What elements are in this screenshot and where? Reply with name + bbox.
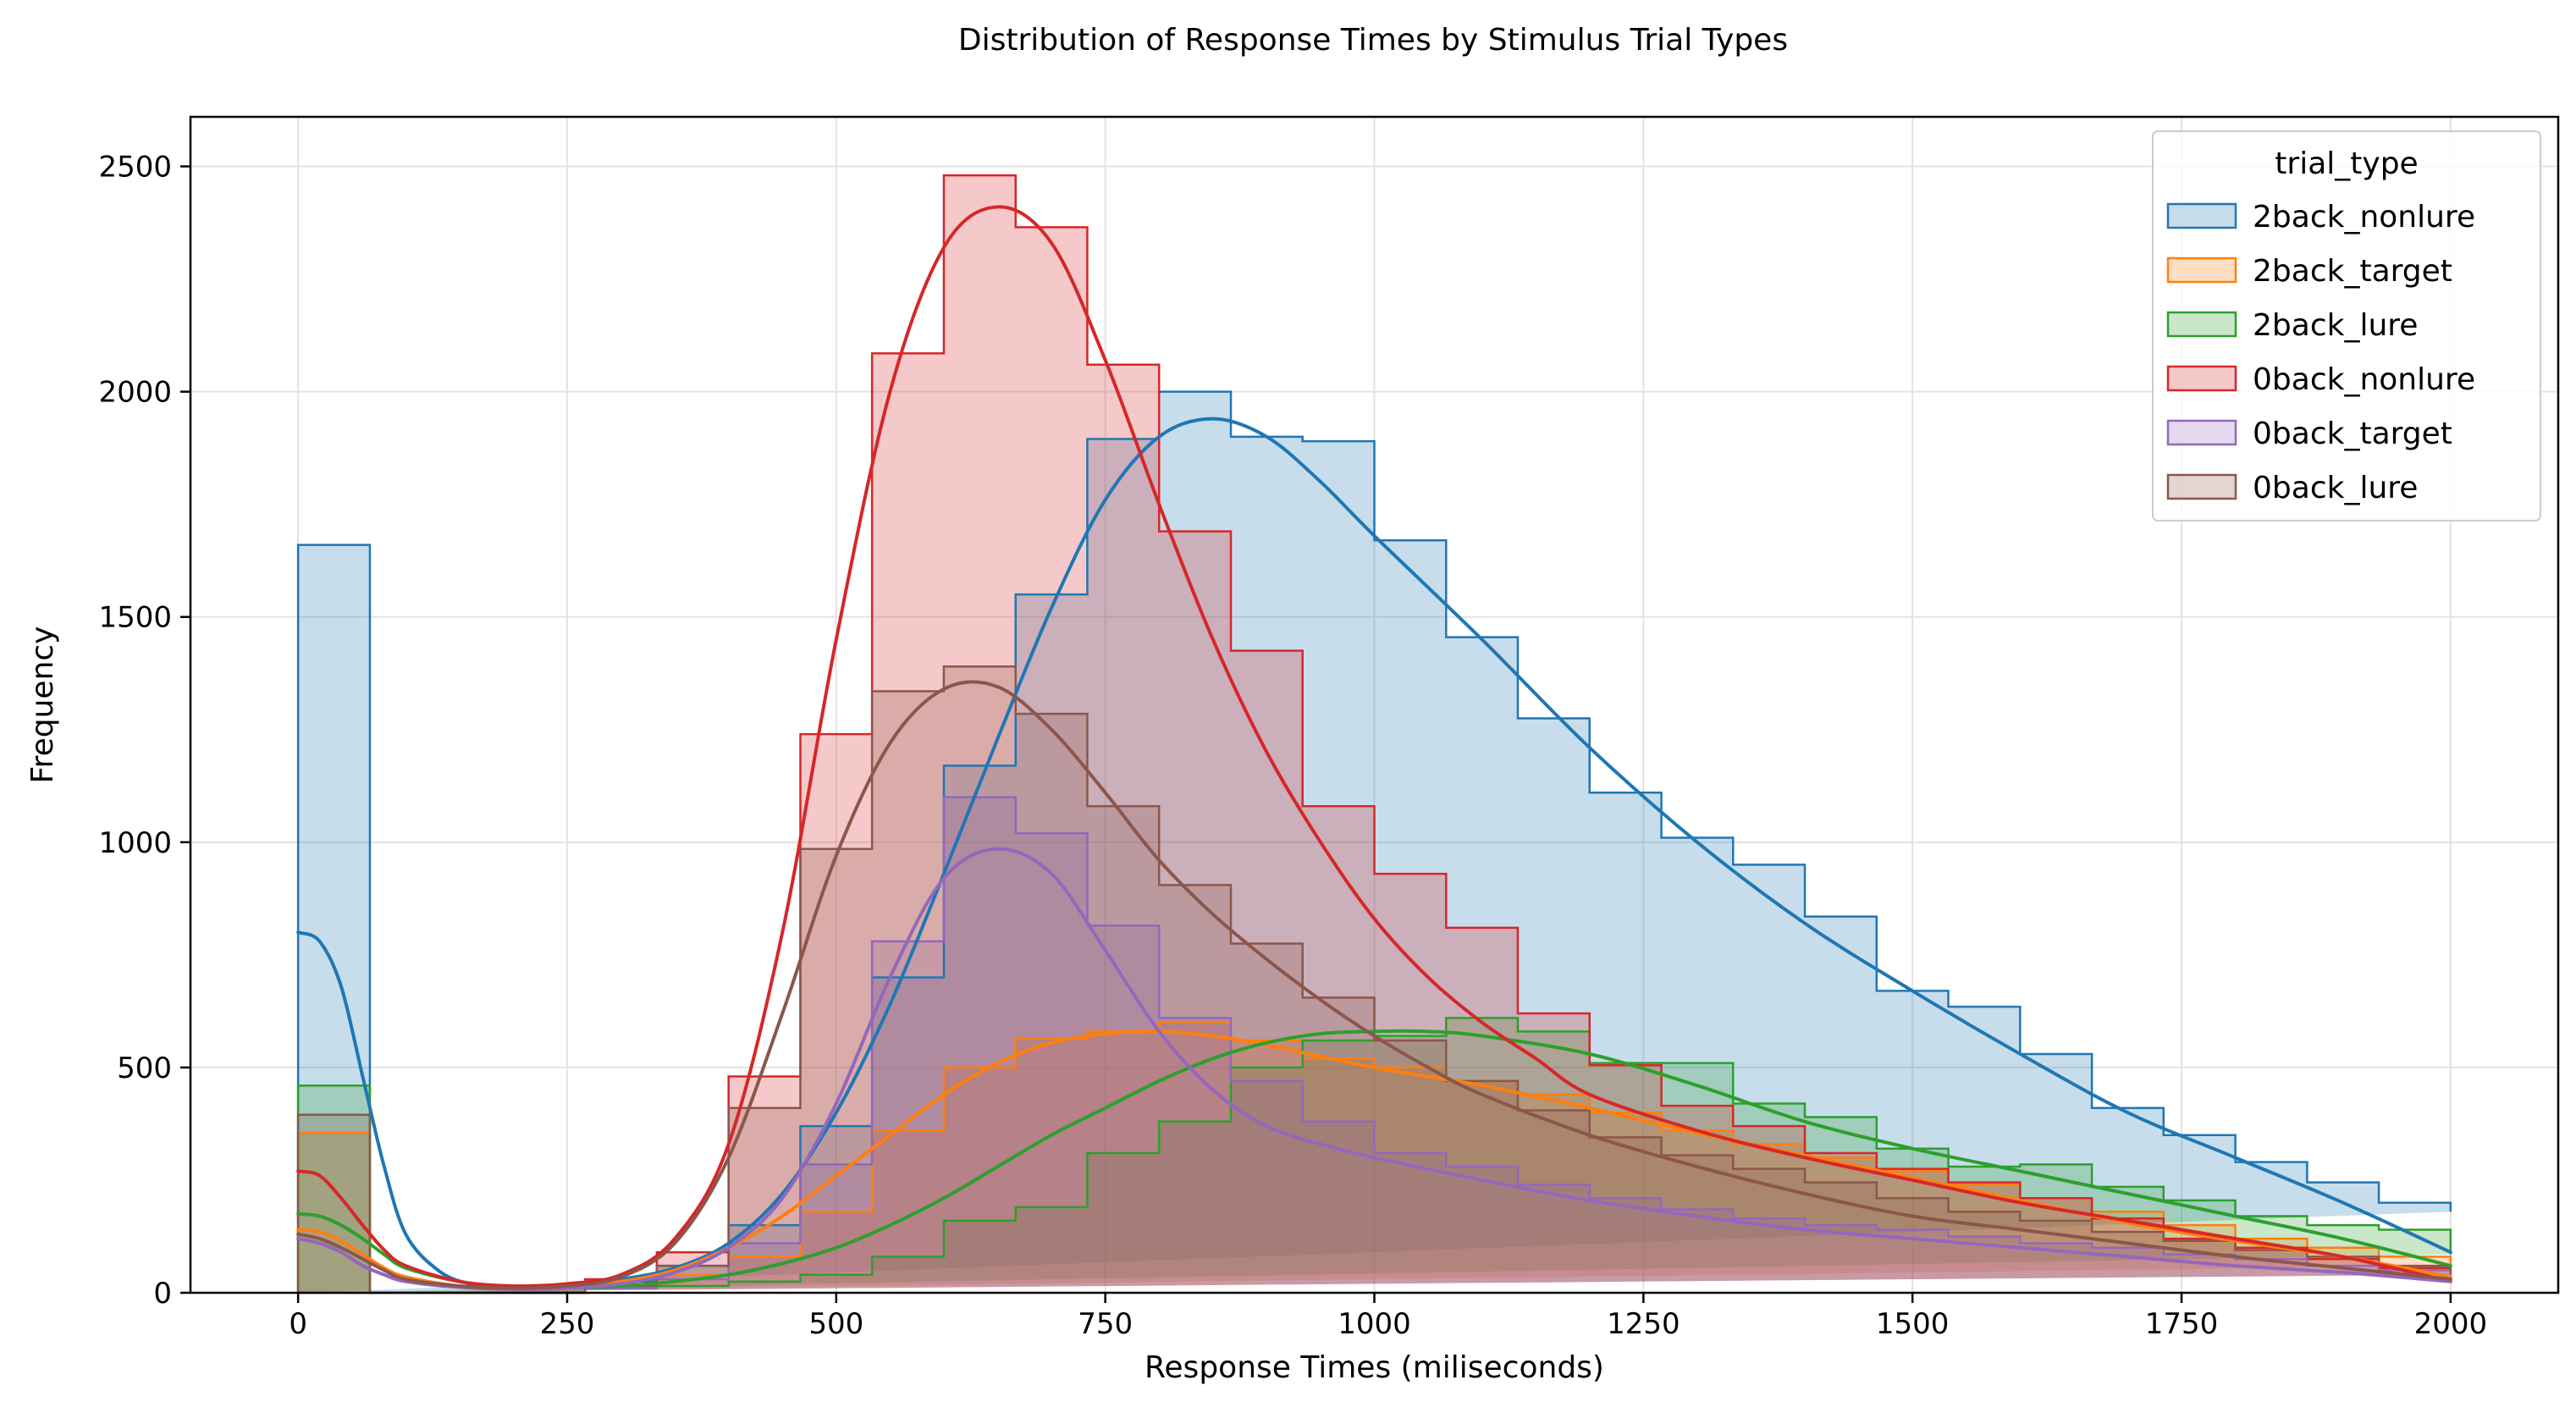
legend-item-0back_target: 0back_target [2166,417,2452,451]
histogram-outline-0back_target [298,796,2452,1294]
legend-label: 0back_nonlure [2253,362,2475,397]
legend-label: 0back_target [2253,417,2452,451]
x-tick-label: 2000 [2414,1307,2488,1341]
legend-box [2152,130,2541,522]
legend-swatch [2166,311,2237,338]
y-tick-label: 0 [153,1277,172,1311]
kde-curve-0back_nonlure [296,205,2452,1289]
legend-label: 0back_lure [2253,471,2418,505]
histogram-fill-0back_lure [298,666,2451,1293]
legend-title: trial_type [2275,146,2418,181]
x-tick-label: 750 [1078,1307,1133,1341]
legend-swatch [2166,365,2237,392]
x-tick-label: 0 [289,1307,307,1341]
legend-swatch [2166,419,2237,446]
histogram-outline-0back_lure [296,665,2452,1294]
legend-label: 2back_nonlure [2253,200,2475,235]
x-tick-label: 250 [540,1307,595,1341]
x-tick-label: 1250 [1607,1307,1680,1341]
y-tick-label: 2500 [98,151,172,185]
histogram-outline-2back_target [296,1021,2452,1294]
legend-item-2back_nonlure: 2back_nonlure [2166,200,2475,235]
histogram-outline-0back_nonlure [298,174,2452,1294]
legend-label: 2back_target [2253,254,2452,289]
histogram-fill-0back_target [298,797,2451,1293]
legend-item-0back_nonlure: 0back_nonlure [2166,362,2475,397]
kde-curve-0back_lure [296,680,2452,1290]
legend-swatch [2166,473,2237,500]
y-tick-label: 1000 [98,826,172,860]
y-tick-label: 500 [117,1051,172,1085]
legend-item-2back_target: 2back_target [2166,254,2452,289]
x-tick-label: 1000 [1338,1307,1411,1341]
legend: trial_type 2back_nonlure2back_target2bac… [2152,130,2541,522]
histogram-fill-0back_nonlure [298,175,2451,1293]
legend-items: 2back_nonlure 2back_target 2back_lure 0back… [2166,200,2475,505]
x-tick-label: 1750 [2145,1307,2219,1341]
x-tick-label: 500 [808,1307,863,1341]
y-axis-label: Frequency [25,626,60,784]
y-tick-label: 2000 [98,376,172,410]
legend-swatch [2166,257,2237,284]
axis-ticks: 0 250 500 750 1000 1250 1500 1750 2000 0 500 1000 15… [98,151,2487,1341]
histogram-outlines [296,174,2452,1294]
legend-item-2back_lure: 2back_lure [2166,308,2418,343]
x-axis-label: Response Times (miliseconds) [1145,1350,1604,1385]
legend-swatch [2166,202,2237,229]
kde-curves [296,205,2452,1291]
x-tick-label: 1500 [1876,1307,1950,1341]
legend-label: 2back_lure [2253,308,2418,343]
legend-item-0back_lure: 0back_lure [2166,471,2418,505]
chart-title: Distribution of Response Times by Stimul… [958,23,1788,58]
y-tick-label: 1500 [98,601,172,635]
histogram-fill-2back_lure [298,1018,2451,1293]
